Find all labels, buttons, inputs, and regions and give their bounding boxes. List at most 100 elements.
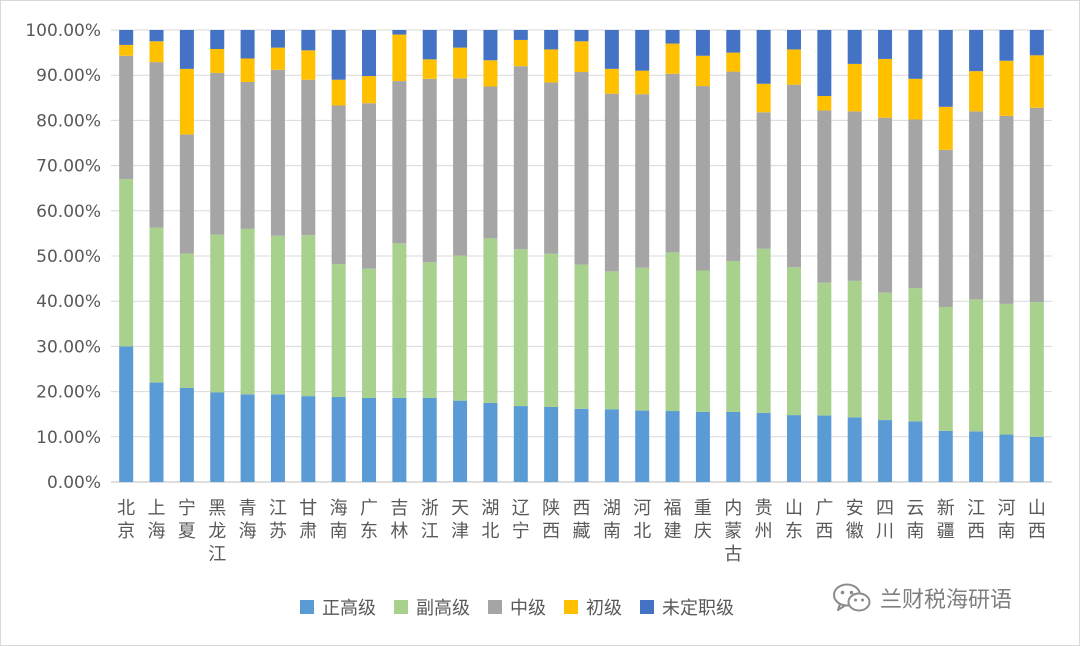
bar-segment (969, 299, 984, 432)
bar-segment (331, 105, 346, 265)
bar-segment (422, 59, 437, 79)
bar-segment (453, 400, 468, 482)
bar-segment (817, 415, 832, 482)
bar-segment (362, 76, 377, 104)
bar-segment (362, 30, 377, 77)
bar-segment (908, 421, 923, 482)
bar-segment (969, 431, 984, 482)
bar-segment (179, 68, 194, 135)
bar-segment (817, 30, 832, 96)
x-category-label: 新疆 (937, 498, 955, 542)
bar-segment (938, 30, 953, 107)
bar-segment (1029, 55, 1044, 108)
bar-segment (726, 71, 741, 261)
bar-segment (1029, 107, 1044, 303)
bar-segment (149, 227, 164, 383)
x-category-label: 浙江 (421, 498, 439, 542)
bar-segment (665, 411, 680, 482)
bar-segment (726, 30, 741, 53)
legend-item: 中级 (488, 594, 546, 620)
x-category-label: 内蒙古 (724, 498, 742, 565)
bar-segment (756, 412, 771, 482)
bar-segment (938, 149, 953, 308)
bar-segment (483, 86, 498, 239)
y-tick-label: 80.00% (36, 111, 101, 131)
bar-segment (847, 280, 862, 418)
bar-segment (483, 238, 498, 403)
bar-segment (453, 255, 468, 401)
legend-item: 未定职级 (640, 594, 734, 620)
bar-segment (604, 30, 619, 69)
x-category-label: 江苏 (269, 498, 287, 542)
bar-segment (270, 394, 285, 482)
bar-segment (544, 30, 559, 50)
bar-segment (149, 62, 164, 228)
legend-item: 副高级 (394, 594, 470, 620)
bar-segment (362, 397, 377, 482)
x-category-label: 天津 (451, 498, 469, 542)
bar-segment (786, 30, 801, 50)
y-tick-label: 20.00% (36, 383, 101, 403)
bar-segment (179, 30, 194, 69)
x-category-label: 四川 (876, 498, 894, 542)
bar-segment (544, 82, 559, 254)
bar-segment (392, 397, 407, 482)
bar-segment (604, 271, 619, 410)
bar-segment (453, 78, 468, 256)
x-category-label: 江西 (967, 498, 985, 542)
bar-segment (726, 260, 741, 412)
bar-segment (301, 30, 316, 51)
bar-segment (544, 406, 559, 482)
bar-segment (240, 81, 255, 229)
bar-segment (665, 43, 680, 74)
legend-item: 正高级 (300, 594, 376, 620)
bar-segment (908, 78, 923, 120)
bar-segment (999, 303, 1014, 435)
bar-segment (695, 30, 710, 56)
bar-segment (149, 41, 164, 63)
bar-segment (999, 115, 1014, 304)
x-category-label: 山西 (1028, 498, 1046, 542)
legend-swatch (488, 600, 502, 614)
bar-segment (119, 179, 134, 347)
x-category-label: 山东 (785, 498, 803, 542)
bar-segment (969, 111, 984, 300)
bar-segment (999, 30, 1014, 61)
legend-swatch (300, 600, 314, 614)
bar-segment (878, 292, 893, 421)
bar-segment (726, 52, 741, 72)
bar-segment (392, 30, 407, 35)
bar-segment (695, 270, 710, 412)
bar-segment (331, 264, 346, 398)
y-tick-label: 100.00% (25, 21, 101, 41)
bar-segment (331, 79, 346, 106)
bar-segment (635, 410, 650, 482)
bar-segment (574, 41, 589, 73)
bar-segment (635, 70, 650, 95)
bar-segment (453, 30, 468, 48)
bar-segment (513, 406, 528, 482)
x-category-label: 广东 (360, 498, 378, 542)
bar-segment (119, 55, 134, 180)
bar-segment (908, 119, 923, 289)
bar-segment (756, 30, 771, 84)
bar-segment (240, 30, 255, 59)
bar-segment (179, 253, 194, 388)
bar-segment (847, 417, 862, 482)
bar-segment (544, 253, 559, 407)
watermark: 兰财税海研语 (832, 582, 1012, 614)
bar-segment (938, 307, 953, 431)
bar-segment (665, 30, 680, 44)
bar-segment (301, 396, 316, 482)
bar-segment (786, 267, 801, 416)
x-category-label: 福建 (664, 498, 682, 542)
bar-segment (635, 267, 650, 411)
bar-segment (331, 397, 346, 482)
legend-swatch (394, 600, 408, 614)
bar-segment (574, 30, 589, 42)
bar-segment (483, 60, 498, 87)
x-category-label: 北京 (117, 498, 135, 542)
bar-segment (695, 86, 710, 271)
x-category-label: 湖北 (481, 498, 499, 542)
